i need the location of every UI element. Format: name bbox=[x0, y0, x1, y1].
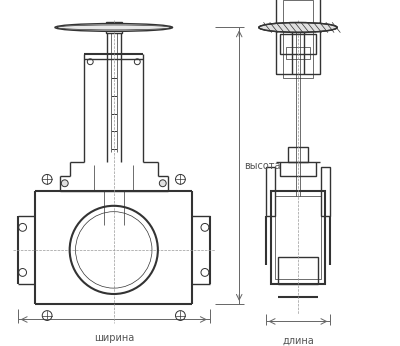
Text: ширина: ширина bbox=[94, 333, 134, 343]
Bar bbox=[280, 34, 316, 54]
Ellipse shape bbox=[55, 24, 172, 31]
Circle shape bbox=[61, 180, 68, 187]
Bar bbox=[266, 167, 276, 216]
Bar bbox=[290, 22, 306, 32]
Bar bbox=[278, 257, 318, 284]
Bar bbox=[276, 0, 320, 73]
Bar bbox=[320, 167, 330, 216]
Bar bbox=[270, 191, 326, 284]
Bar bbox=[280, 162, 316, 176]
Ellipse shape bbox=[259, 22, 337, 32]
Bar bbox=[276, 196, 320, 279]
Circle shape bbox=[159, 180, 166, 187]
Text: длина: длина bbox=[282, 335, 314, 345]
Bar bbox=[106, 21, 122, 33]
Bar bbox=[288, 147, 308, 162]
Bar bbox=[283, 0, 313, 79]
Bar bbox=[286, 47, 310, 59]
Text: высота: высота bbox=[244, 161, 281, 171]
